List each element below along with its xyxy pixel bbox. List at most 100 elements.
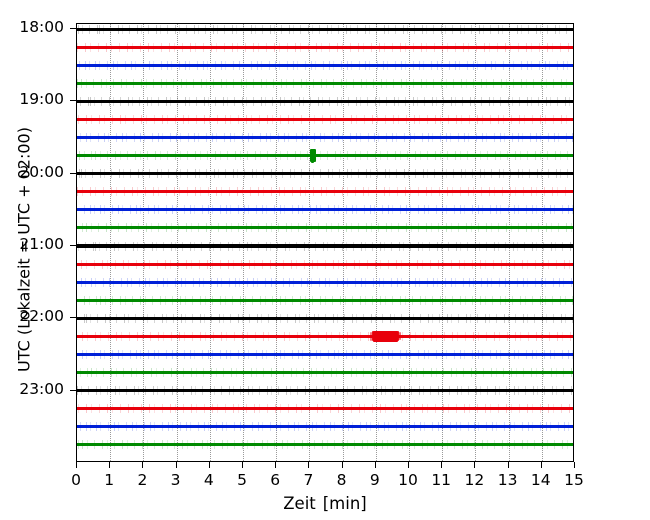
trace-core-line [77,63,573,67]
event-red-burst-spike [390,331,393,341]
trace-core-line [77,190,573,194]
y-axis-title: UTC (Lokalzeit = UTC + 02:00) [14,127,34,372]
event-red-burst-spike [401,334,404,339]
trace-core-line [77,99,573,103]
trace-core-line [77,371,573,375]
trace-core-line [77,208,573,212]
x-gridline-6 [276,24,278,461]
trace-core-line [77,334,573,338]
x-tick-7 [308,462,310,468]
trace-core-line [77,443,573,447]
x-gridline-9 [375,24,377,461]
y-tick-23 [70,389,76,391]
event-red-burst-spike [394,332,397,341]
trace-core-line [77,352,573,357]
y-tick-20 [70,172,76,174]
x-gridline-7 [309,24,311,461]
trace-core-line [77,298,573,302]
x-tick-label-2: 2 [137,471,148,489]
trace-core-line [77,389,573,393]
event-red-burst-spike [374,332,377,340]
x-tick-label-13: 13 [497,471,518,489]
event-red-burst-spike [367,334,370,338]
trace-core-line [77,136,573,140]
x-tick-1 [109,462,111,468]
y-tick-label-19: 19:00 [19,90,64,109]
event-red-burst-spike [376,334,379,339]
plot-area [76,23,574,462]
x-tick-13 [507,462,509,468]
x-tick-4 [208,462,210,468]
x-gridline-5 [243,24,244,461]
y-tick-21 [70,245,76,247]
x-tick-12 [474,462,476,468]
event-red-burst-spike [388,331,391,342]
x-gridline-2 [143,24,145,461]
trace-core-line [77,117,573,122]
x-tick-14 [540,462,542,468]
trace-core-line [77,316,573,320]
x-tick-5 [242,462,243,468]
x-gridline-13 [508,24,510,461]
x-tick-11 [441,462,443,468]
x-tick-3 [175,462,177,468]
trace-core-line [77,407,573,411]
event-green-spike-spike [311,148,315,163]
x-gridline-12 [475,24,477,461]
y-tick-label-23: 23:00 [19,379,64,398]
x-tick-label-7: 7 [303,471,314,489]
trace-core-line [77,226,573,230]
x-tick-10 [408,462,409,468]
trace-core-line [77,154,573,158]
trace-core-line [77,27,573,31]
trace-core-line [77,244,573,248]
x-tick-label-9: 9 [369,471,380,489]
event-red-burst-spike [397,331,400,342]
trace-core-line [77,172,573,176]
x-tick-15 [574,462,575,468]
event-red-burst [373,330,399,342]
event-red-burst-spike [369,332,372,341]
event-red-burst-spike [381,331,384,342]
y-tick-19 [70,100,76,102]
trace-core-line [77,45,573,49]
x-tick-label-11: 11 [431,471,452,489]
x-gridline-1 [110,24,112,461]
x-tick-label-4: 4 [203,471,214,489]
x-gridline-10 [409,24,410,461]
x-gridline-4 [209,24,211,461]
x-tick-label-1: 1 [104,471,115,489]
y-tick-22 [70,317,76,319]
x-tick-8 [341,462,343,468]
x-tick-label-3: 3 [170,471,181,489]
x-tick-0 [76,462,77,468]
x-tick-9 [374,462,376,468]
x-tick-label-0: 0 [71,471,81,489]
trace-core-line [77,81,573,85]
x-gridline-8 [342,24,344,461]
event-red-burst-spike [385,333,388,340]
plot-inner [77,24,573,461]
y-tick-18 [70,28,76,30]
event-red-burst-spike [383,333,386,340]
y-tick-label-18: 18:00 [19,18,64,37]
x-gridline-3 [176,24,178,461]
x-tick-label-14: 14 [530,471,551,489]
x-tick-label-8: 8 [336,471,347,489]
x-axis-title-text: Zeit [283,494,316,513]
x-tick-label-5: 5 [237,471,247,489]
event-red-burst-spike [378,331,381,341]
x-gridline-11 [442,24,444,461]
x-tick-2 [142,462,144,468]
x-tick-label-6: 6 [270,471,281,489]
y-tick-label-21: 21:00 [19,235,64,254]
x-axis-unit-text: [min] [322,494,367,513]
x-gridline-14 [541,24,543,461]
x-tick-label-15: 15 [564,471,584,489]
event-red-burst-spike [399,332,402,341]
x-tick-label-12: 12 [464,471,485,489]
event-red-burst-spike [372,331,375,342]
trace-core-line [77,262,573,266]
trace-core-line [77,425,573,429]
